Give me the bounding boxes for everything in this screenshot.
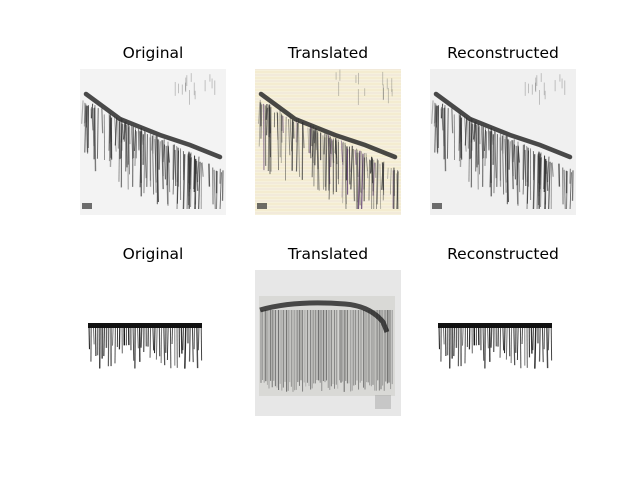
panel-title: Original (122, 44, 184, 62)
panel-title: Reconstructed (447, 44, 559, 62)
translated-spectrogram-image (255, 69, 401, 215)
reconstructed-bars-image (430, 270, 576, 416)
translated-block-image (255, 270, 401, 416)
panel-title: Original (122, 245, 184, 263)
original-bars-image (80, 270, 226, 416)
panel-title: Reconstructed (447, 245, 559, 263)
reconstructed-spectrogram-image (430, 69, 576, 215)
panel-title: Translated (287, 44, 369, 62)
panel-title: Translated (287, 245, 369, 263)
original-spectrogram-image (80, 69, 226, 215)
